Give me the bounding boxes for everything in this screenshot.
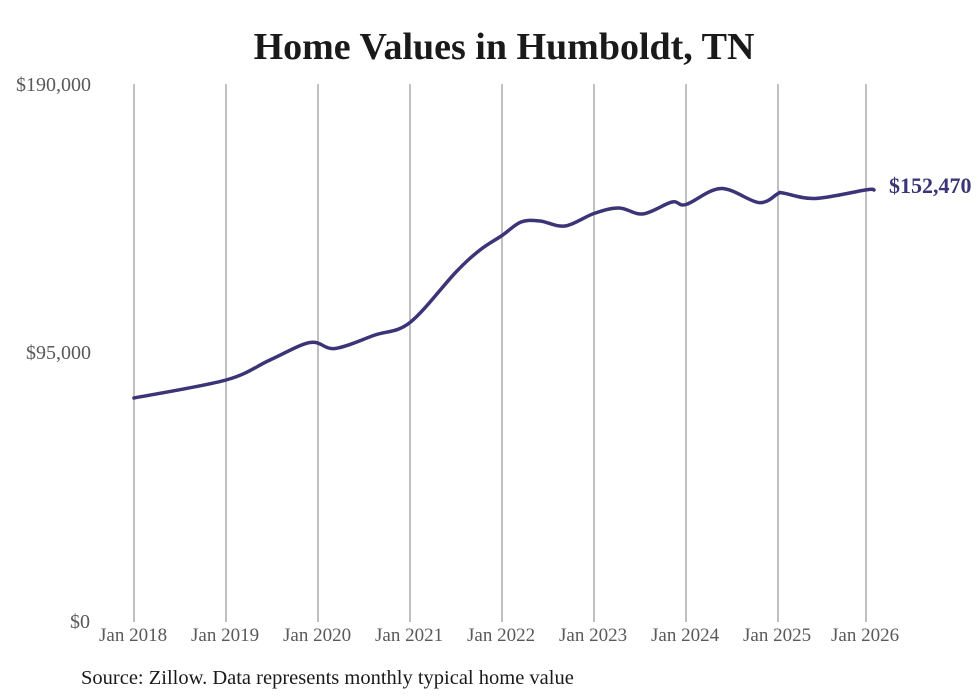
svg-text:Jan 2025: Jan 2025 xyxy=(743,625,811,646)
svg-text:$152,470: $152,470 xyxy=(889,173,972,198)
svg-text:$95,000: $95,000 xyxy=(26,342,91,364)
svg-text:$0: $0 xyxy=(70,611,90,633)
svg-text:Jan 2026: Jan 2026 xyxy=(831,625,899,646)
svg-text:Jan 2018: Jan 2018 xyxy=(99,625,167,646)
svg-text:Jan 2019: Jan 2019 xyxy=(191,625,259,646)
svg-text:Jan 2020: Jan 2020 xyxy=(283,625,351,646)
svg-text:Jan 2024: Jan 2024 xyxy=(651,625,720,646)
svg-text:Jan 2021: Jan 2021 xyxy=(375,625,443,646)
svg-text:Jan 2022: Jan 2022 xyxy=(467,625,535,646)
svg-text:Jan 2023: Jan 2023 xyxy=(559,625,627,646)
svg-text:$190,000: $190,000 xyxy=(16,74,91,96)
